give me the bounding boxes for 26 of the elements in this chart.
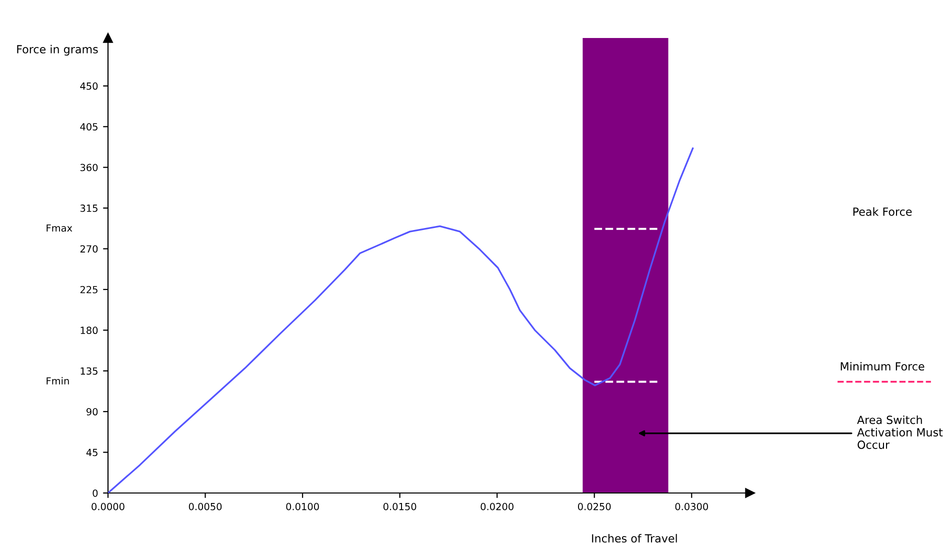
y-tick-label: 450 (80, 82, 98, 90)
line-series (108, 148, 694, 493)
x-axis-title: Inches of Travel (592, 534, 677, 543)
y-tick-label: 360 (80, 164, 98, 172)
text: Fmax (46, 224, 72, 232)
x-tick-label: 0.0300 (675, 502, 708, 510)
x-tick-label: 0.0050 (188, 502, 222, 510)
y-tick-label: 315 (80, 204, 98, 212)
x-tick-label: 0.0150 (383, 502, 416, 510)
y-axis-title: Force in grams (17, 44, 98, 56)
y-tick-label: 45 (86, 448, 98, 456)
text: Minimum Force (840, 362, 924, 371)
y-tick-label: 135 (80, 367, 98, 375)
x-tick-label: 0.0250 (578, 502, 611, 510)
y-tick-label: 225 (80, 286, 98, 294)
y-tick-label: 180 (80, 326, 98, 334)
text: Peak Force (853, 207, 912, 216)
y-tick-label: 90 (86, 408, 98, 416)
band-label: Area Switch Activation Must Occur (857, 415, 943, 449)
x-tick-label: 0.0100 (286, 502, 319, 510)
y-tick-label: 270 (80, 245, 98, 253)
x-tick-label: 0.0000 (92, 502, 124, 510)
x-tick-label: 0.0200 (480, 502, 514, 510)
text: Fmin (46, 377, 69, 384)
y-tick-label: 0 (92, 489, 98, 497)
y-tick-label: 405 (80, 123, 98, 130)
